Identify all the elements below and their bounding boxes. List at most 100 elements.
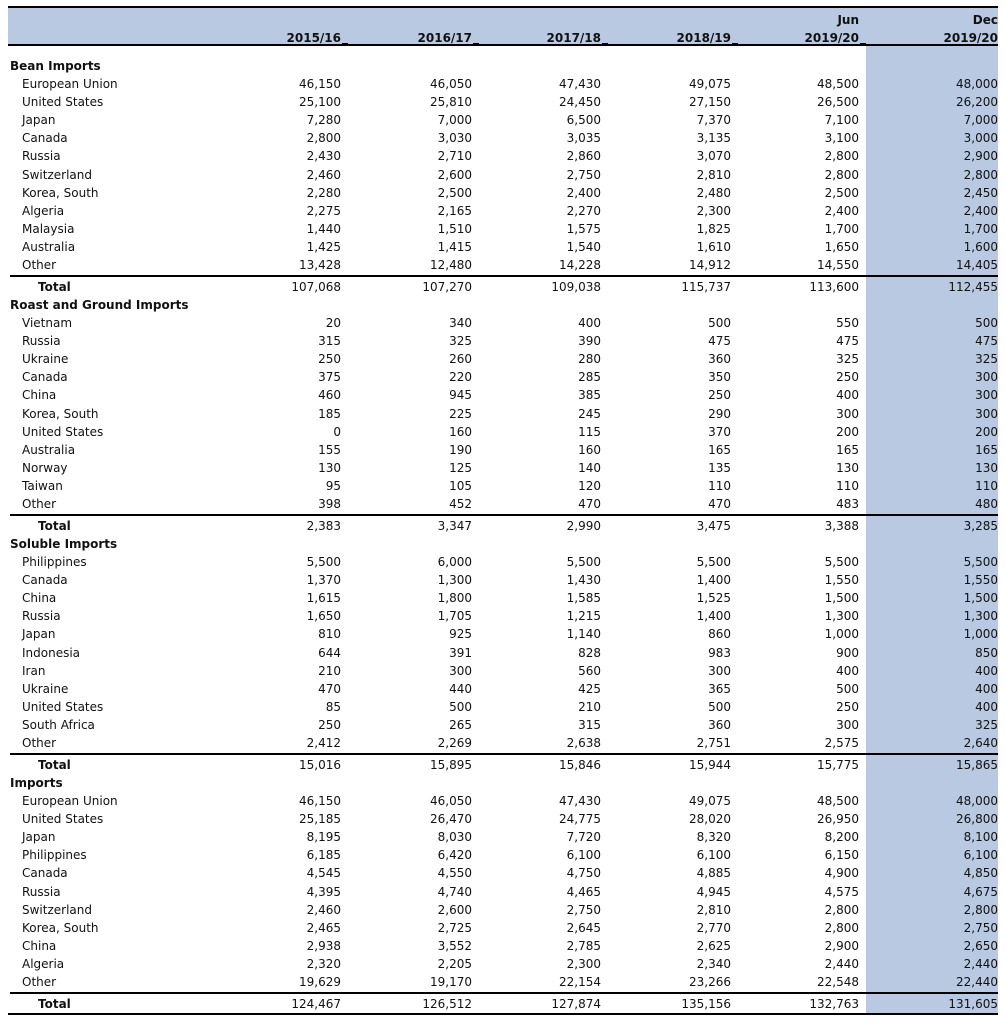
cell-value: 160 bbox=[578, 442, 601, 457]
row-label: Algeria bbox=[22, 956, 65, 971]
cell-value: 2,860 bbox=[566, 149, 601, 164]
cell-value: 398 bbox=[318, 497, 341, 511]
cell-value: 26,500 bbox=[817, 95, 859, 110]
cell-value: 325 bbox=[836, 352, 859, 367]
total-label: Total bbox=[38, 280, 71, 294]
column-header: 2017/18 bbox=[546, 31, 601, 45]
total-rule bbox=[10, 753, 998, 755]
cell-value: 2,165 bbox=[437, 203, 472, 218]
cell-value: 4,465 bbox=[566, 884, 601, 899]
section-title: Bean Imports bbox=[10, 59, 101, 73]
cell-value: 2,650 bbox=[963, 938, 998, 953]
row-label: Philippines bbox=[22, 555, 87, 569]
cell-value: 2,800 bbox=[824, 902, 859, 917]
row-label: Other bbox=[22, 258, 57, 272]
row-label: Indonesia bbox=[22, 645, 81, 660]
total-value: 3,388 bbox=[824, 519, 859, 533]
cell-value: 325 bbox=[449, 334, 472, 349]
row-label: Malaysia bbox=[22, 221, 75, 236]
cell-value: 2,900 bbox=[963, 149, 998, 164]
cell-value: 1,510 bbox=[437, 221, 472, 236]
cell-value: 25,100 bbox=[299, 95, 341, 110]
cell-value: 110 bbox=[836, 478, 859, 493]
cell-value: 2,810 bbox=[696, 167, 731, 182]
cell-value: 325 bbox=[975, 717, 998, 732]
cell-value: 1,550 bbox=[824, 573, 859, 588]
cell-value: 4,395 bbox=[306, 884, 341, 899]
column-header: 2015/16 bbox=[286, 31, 341, 45]
cell-value: 550 bbox=[836, 316, 859, 330]
cell-value: 560 bbox=[578, 663, 601, 678]
cell-value: 2,640 bbox=[963, 736, 998, 750]
cell-value: 49,075 bbox=[689, 794, 731, 808]
cell-value: 2,810 bbox=[696, 902, 731, 917]
cell-value: 2,638 bbox=[566, 736, 601, 750]
row-label: Vietnam bbox=[22, 316, 73, 330]
total-value: 3,475 bbox=[696, 519, 731, 533]
cell-value: 500 bbox=[836, 681, 859, 696]
cell-value: 8,030 bbox=[437, 830, 472, 845]
cell-value: 47,430 bbox=[559, 794, 601, 808]
cell-value: 47,430 bbox=[559, 77, 601, 91]
cell-value: 2,400 bbox=[963, 203, 998, 218]
cell-value: 2,400 bbox=[824, 203, 859, 218]
cell-value: 2,625 bbox=[696, 938, 731, 953]
cell-value: 2,645 bbox=[566, 920, 601, 935]
row-label: United States bbox=[22, 95, 104, 110]
row-label: Switzerland bbox=[22, 902, 92, 917]
cell-value: 200 bbox=[975, 424, 998, 439]
cell-value: 1,550 bbox=[963, 573, 998, 588]
cell-value: 2,280 bbox=[306, 185, 341, 200]
header-underline bbox=[732, 43, 738, 44]
cell-value: 475 bbox=[836, 334, 859, 349]
cell-value: 2,785 bbox=[566, 938, 601, 953]
cell-value: 475 bbox=[975, 334, 998, 349]
cell-value: 46,150 bbox=[299, 794, 341, 808]
cell-value: 6,100 bbox=[566, 848, 601, 863]
cell-value: 1,585 bbox=[566, 591, 601, 606]
cell-value: 325 bbox=[975, 352, 998, 367]
cell-value: 1,000 bbox=[824, 627, 859, 642]
row-label: Korea, South bbox=[22, 185, 99, 200]
cell-value: 1,800 bbox=[437, 591, 472, 606]
cell-value: 1,215 bbox=[566, 609, 601, 624]
cell-value: 452 bbox=[449, 497, 472, 511]
cell-value: 4,750 bbox=[566, 866, 601, 881]
cell-value: 250 bbox=[318, 352, 341, 367]
total-value: 2,383 bbox=[306, 519, 341, 533]
cell-value: 4,900 bbox=[824, 866, 859, 881]
cell-value: 2,270 bbox=[566, 203, 601, 218]
cell-value: 3,070 bbox=[696, 149, 731, 164]
cell-value: 2,412 bbox=[306, 736, 341, 750]
cell-value: 8,100 bbox=[963, 830, 998, 845]
cell-value: 14,550 bbox=[817, 258, 859, 272]
header-underline bbox=[342, 43, 348, 44]
column-header-top: Jun bbox=[837, 13, 859, 27]
row-label: Russia bbox=[22, 334, 61, 349]
cell-value: 1,300 bbox=[824, 609, 859, 624]
cell-value: 20 bbox=[325, 316, 341, 330]
cell-value: 7,370 bbox=[696, 113, 731, 128]
cell-value: 24,775 bbox=[559, 812, 601, 827]
cell-value: 250 bbox=[708, 388, 731, 403]
cell-value: 25,185 bbox=[299, 812, 341, 827]
cell-value: 1,615 bbox=[306, 591, 341, 606]
total-value: 127,874 bbox=[551, 997, 601, 1011]
cell-value: 2,800 bbox=[963, 167, 998, 182]
header-underline bbox=[602, 43, 608, 44]
cell-value: 1,400 bbox=[696, 609, 731, 624]
cell-value: 14,912 bbox=[689, 258, 731, 272]
cell-value: 2,450 bbox=[963, 185, 998, 200]
total-value: 3,285 bbox=[963, 519, 998, 533]
row-label: European Union bbox=[22, 77, 118, 91]
total-value: 15,016 bbox=[299, 758, 341, 772]
row-label: Iran bbox=[22, 663, 46, 678]
section-title: Roast and Ground Imports bbox=[10, 298, 189, 312]
row-label: United States bbox=[22, 424, 104, 439]
cell-value: 2,750 bbox=[963, 920, 998, 935]
column-header: 2019/20 bbox=[804, 31, 859, 45]
row-label: Australia bbox=[22, 442, 76, 457]
total-value: 115,737 bbox=[681, 280, 731, 294]
cell-value: 2,400 bbox=[566, 185, 601, 200]
cell-value: 2,800 bbox=[824, 920, 859, 935]
